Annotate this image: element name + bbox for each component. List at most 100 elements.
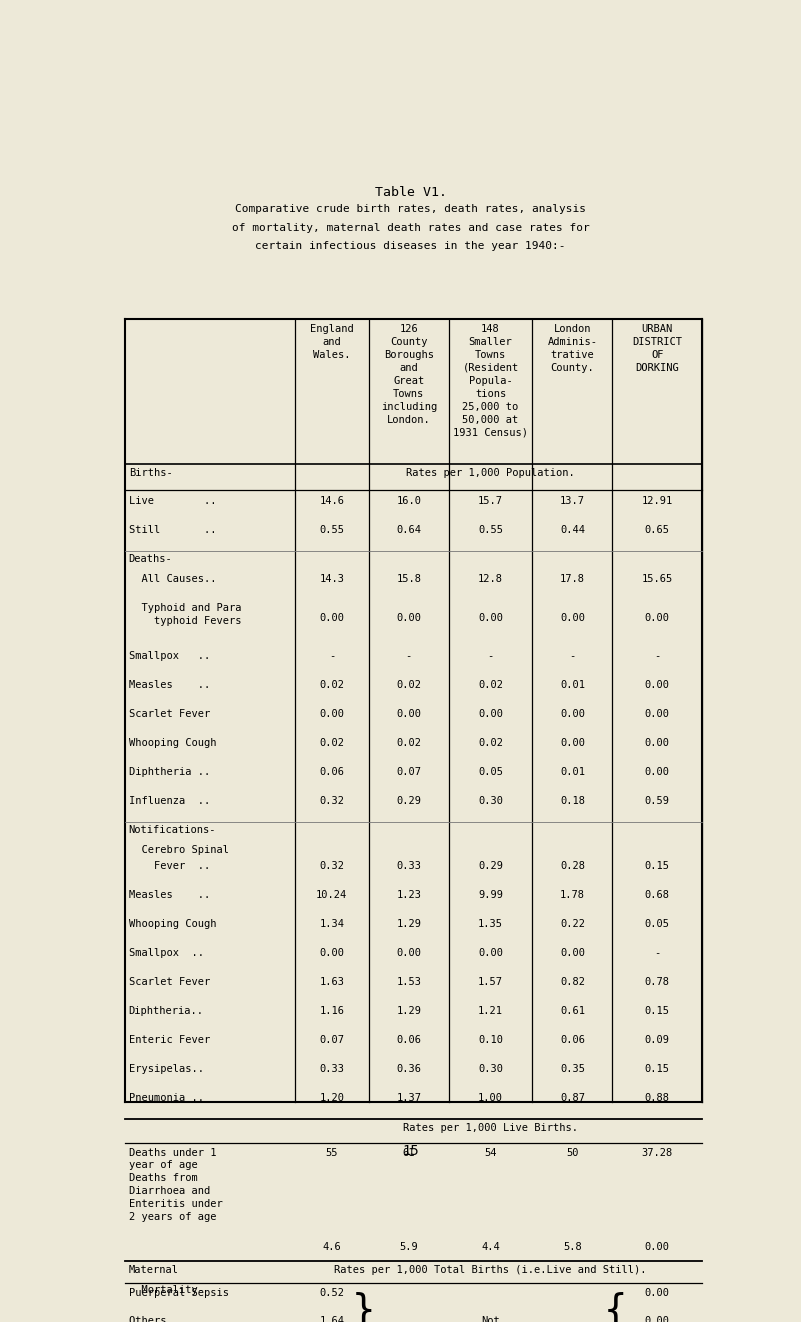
Text: 0.32: 0.32 — [320, 861, 344, 871]
Text: 5.8: 5.8 — [563, 1243, 582, 1252]
Text: 1.78: 1.78 — [560, 890, 585, 900]
Text: 16.0: 16.0 — [396, 496, 421, 505]
Text: Table V1.: Table V1. — [375, 186, 446, 200]
Text: Influenza  ..: Influenza .. — [129, 796, 210, 806]
Text: Whooping Cough: Whooping Cough — [129, 919, 216, 929]
Text: 0.01: 0.01 — [560, 767, 585, 777]
Text: Smallpox   ..: Smallpox .. — [129, 650, 210, 661]
Text: Scarlet Fever: Scarlet Fever — [129, 709, 210, 719]
Text: 0.44: 0.44 — [560, 525, 585, 534]
Text: 0.06: 0.06 — [560, 1035, 585, 1044]
Text: 1.20: 1.20 — [320, 1093, 344, 1103]
Text: 0.22: 0.22 — [560, 919, 585, 929]
Text: 0.00: 0.00 — [645, 1288, 670, 1298]
Text: 14.3: 14.3 — [320, 574, 344, 584]
Text: 0.36: 0.36 — [396, 1064, 421, 1073]
Text: 0.07: 0.07 — [396, 767, 421, 777]
Text: 0.61: 0.61 — [560, 1006, 585, 1015]
Text: Comparative crude birth rates, death rates, analysis: Comparative crude birth rates, death rat… — [235, 205, 586, 214]
Text: London
Adminis-
trative
County.: London Adminis- trative County. — [547, 324, 598, 373]
Text: 0.00: 0.00 — [320, 613, 344, 623]
Text: 15: 15 — [402, 1145, 419, 1158]
Text: 55: 55 — [325, 1147, 338, 1158]
Text: 0.00: 0.00 — [560, 613, 585, 623]
Text: Scarlet Fever: Scarlet Fever — [129, 977, 210, 988]
Text: Fever  ..: Fever .. — [129, 861, 210, 871]
Text: -: - — [328, 650, 335, 661]
Text: -: - — [654, 650, 661, 661]
Text: Typhoid and Para
    typhoid Fevers: Typhoid and Para typhoid Fevers — [129, 603, 241, 625]
Text: 12.91: 12.91 — [642, 496, 673, 505]
Text: 1.29: 1.29 — [396, 919, 421, 929]
Text: Erysipelas..: Erysipelas.. — [129, 1064, 203, 1073]
Text: 0.30: 0.30 — [478, 1064, 503, 1073]
Text: 0.00: 0.00 — [396, 948, 421, 958]
Text: 0.29: 0.29 — [396, 796, 421, 806]
Text: Births-: Births- — [129, 468, 172, 479]
Text: }: } — [352, 1292, 376, 1322]
Text: 148
Smaller
Towns
(Resident
Popula-
tions
25,000 to
50,000 at
1931 Census): 148 Smaller Towns (Resident Popula- tion… — [453, 324, 528, 438]
Text: 1.00: 1.00 — [478, 1093, 503, 1103]
Text: 0.00: 0.00 — [320, 948, 344, 958]
Text: 0.00: 0.00 — [560, 948, 585, 958]
Text: 0.00: 0.00 — [645, 680, 670, 690]
Text: Diphtheria..: Diphtheria.. — [129, 1006, 203, 1015]
Text: All Causes..: All Causes.. — [129, 574, 216, 584]
Text: 37.28: 37.28 — [642, 1147, 673, 1158]
Text: 0.33: 0.33 — [320, 1064, 344, 1073]
Text: 0.10: 0.10 — [478, 1035, 503, 1044]
Text: 1.34: 1.34 — [320, 919, 344, 929]
Text: 61: 61 — [403, 1147, 415, 1158]
Text: 0.00: 0.00 — [396, 613, 421, 623]
Text: 10.24: 10.24 — [316, 890, 348, 900]
Text: 1.21: 1.21 — [478, 1006, 503, 1015]
Text: 1.23: 1.23 — [396, 890, 421, 900]
Text: 0.00: 0.00 — [645, 709, 670, 719]
Text: 1.53: 1.53 — [396, 977, 421, 988]
Text: -: - — [488, 650, 493, 661]
Text: of mortality, maternal death rates and case rates for: of mortality, maternal death rates and c… — [231, 223, 590, 233]
Text: 0.29: 0.29 — [478, 861, 503, 871]
Text: 0.02: 0.02 — [478, 680, 503, 690]
Text: 0.02: 0.02 — [478, 738, 503, 748]
Text: Notifications-: Notifications- — [129, 825, 216, 836]
Text: 126
County
Boroughs
and
Great
Towns
including
London.: 126 County Boroughs and Great Towns incl… — [380, 324, 437, 424]
Text: 12.8: 12.8 — [478, 574, 503, 584]
Text: URBAN
DISTRICT
OF
DORKING: URBAN DISTRICT OF DORKING — [632, 324, 682, 373]
Text: Maternal: Maternal — [129, 1265, 179, 1274]
Text: 0.87: 0.87 — [560, 1093, 585, 1103]
Text: Rates per 1,000 Total Births (i.e.Live and Still).: Rates per 1,000 Total Births (i.e.Live a… — [334, 1265, 647, 1274]
Text: Measles    ..: Measles .. — [129, 890, 210, 900]
Text: 0.00: 0.00 — [560, 738, 585, 748]
Text: 0.02: 0.02 — [396, 680, 421, 690]
Text: -: - — [405, 650, 412, 661]
Text: 0.00: 0.00 — [645, 613, 670, 623]
Text: 9.99: 9.99 — [478, 890, 503, 900]
Text: 0.30: 0.30 — [478, 796, 503, 806]
Text: -: - — [570, 650, 575, 661]
Text: Others     ..: Others .. — [129, 1315, 210, 1322]
Text: Deaths-: Deaths- — [129, 554, 172, 563]
Text: 0.09: 0.09 — [645, 1035, 670, 1044]
Text: 0.68: 0.68 — [645, 890, 670, 900]
Text: 0.06: 0.06 — [320, 767, 344, 777]
Text: 0.05: 0.05 — [478, 767, 503, 777]
Text: 13.7: 13.7 — [560, 496, 585, 505]
Text: 0.02: 0.02 — [320, 738, 344, 748]
Text: 0.00: 0.00 — [645, 1243, 670, 1252]
Text: 5.9: 5.9 — [400, 1243, 418, 1252]
Text: 1.29: 1.29 — [396, 1006, 421, 1015]
Text: Deaths under 1
year of age
Deaths from
Diarrhoea and
Enteritis under
2 years of : Deaths under 1 year of age Deaths from D… — [129, 1147, 223, 1222]
Text: 0.52: 0.52 — [320, 1288, 344, 1298]
Text: Rates per 1,000 Population.: Rates per 1,000 Population. — [406, 468, 575, 479]
Text: 0.00: 0.00 — [478, 709, 503, 719]
Text: Whooping Cough: Whooping Cough — [129, 738, 216, 748]
Text: Still       ..: Still .. — [129, 525, 216, 534]
Text: 0.15: 0.15 — [645, 1006, 670, 1015]
Text: 1.16: 1.16 — [320, 1006, 344, 1015]
Text: 0.00: 0.00 — [478, 948, 503, 958]
Text: 0.15: 0.15 — [645, 1064, 670, 1073]
Text: Enteric Fever: Enteric Fever — [129, 1035, 210, 1044]
Text: 17.8: 17.8 — [560, 574, 585, 584]
Text: {: { — [603, 1292, 626, 1322]
